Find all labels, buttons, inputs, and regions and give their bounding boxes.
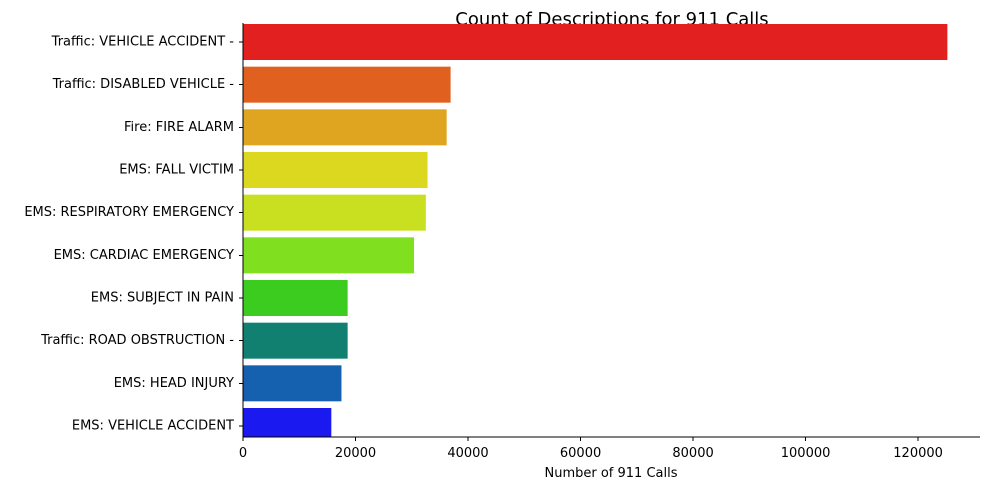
x-tick-label: 100000 xyxy=(781,446,831,461)
bar-4 xyxy=(243,194,426,231)
x-tick-label: 60000 xyxy=(560,446,601,461)
x-tick-label: 80000 xyxy=(672,446,713,461)
bar-8 xyxy=(243,365,342,402)
x-tick-label: 20000 xyxy=(335,446,376,461)
x-tick-layer: 0 20000 40000 60000 80000 100000 120000 xyxy=(239,437,943,461)
y-tick-label: EMS: VEHICLE ACCIDENT xyxy=(72,419,234,434)
y-tick-label: EMS: RESPIRATORY EMERGENCY xyxy=(24,205,234,220)
bar-5 xyxy=(243,237,415,274)
bar-6 xyxy=(243,280,348,316)
y-tick-label: EMS: HEAD INJURY xyxy=(114,376,234,391)
x-tick-label: 120000 xyxy=(893,446,943,461)
bar-3 xyxy=(243,152,428,188)
x-tick-label: 0 xyxy=(239,446,247,461)
y-tick-label: EMS: FALL VICTIM xyxy=(119,163,234,178)
x-axis-label: Number of 911 Calls xyxy=(544,466,677,481)
y-tick-label: Fire: FIRE ALARM xyxy=(124,120,234,135)
y-tick-label: Traffic: VEHICLE ACCIDENT - xyxy=(51,35,235,50)
bars-layer xyxy=(243,24,948,437)
x-tick-label: 40000 xyxy=(447,446,488,461)
y-tick-layer: Traffic: VEHICLE ACCIDENT - Traffic: DISA… xyxy=(24,35,243,434)
bar-9 xyxy=(243,408,332,437)
y-tick-label: Traffic: DISABLED VEHICLE - xyxy=(52,77,235,92)
y-tick-label: EMS: CARDIAC EMERGENCY xyxy=(54,248,234,263)
bar-1 xyxy=(243,66,451,103)
bar-0 xyxy=(243,24,948,60)
y-tick-label: EMS: SUBJECT IN PAIN xyxy=(91,291,234,306)
bar-7 xyxy=(243,322,348,359)
bar-2 xyxy=(243,109,447,146)
y-tick-label: Traffic: ROAD OBSTRUCTION - xyxy=(40,333,234,348)
